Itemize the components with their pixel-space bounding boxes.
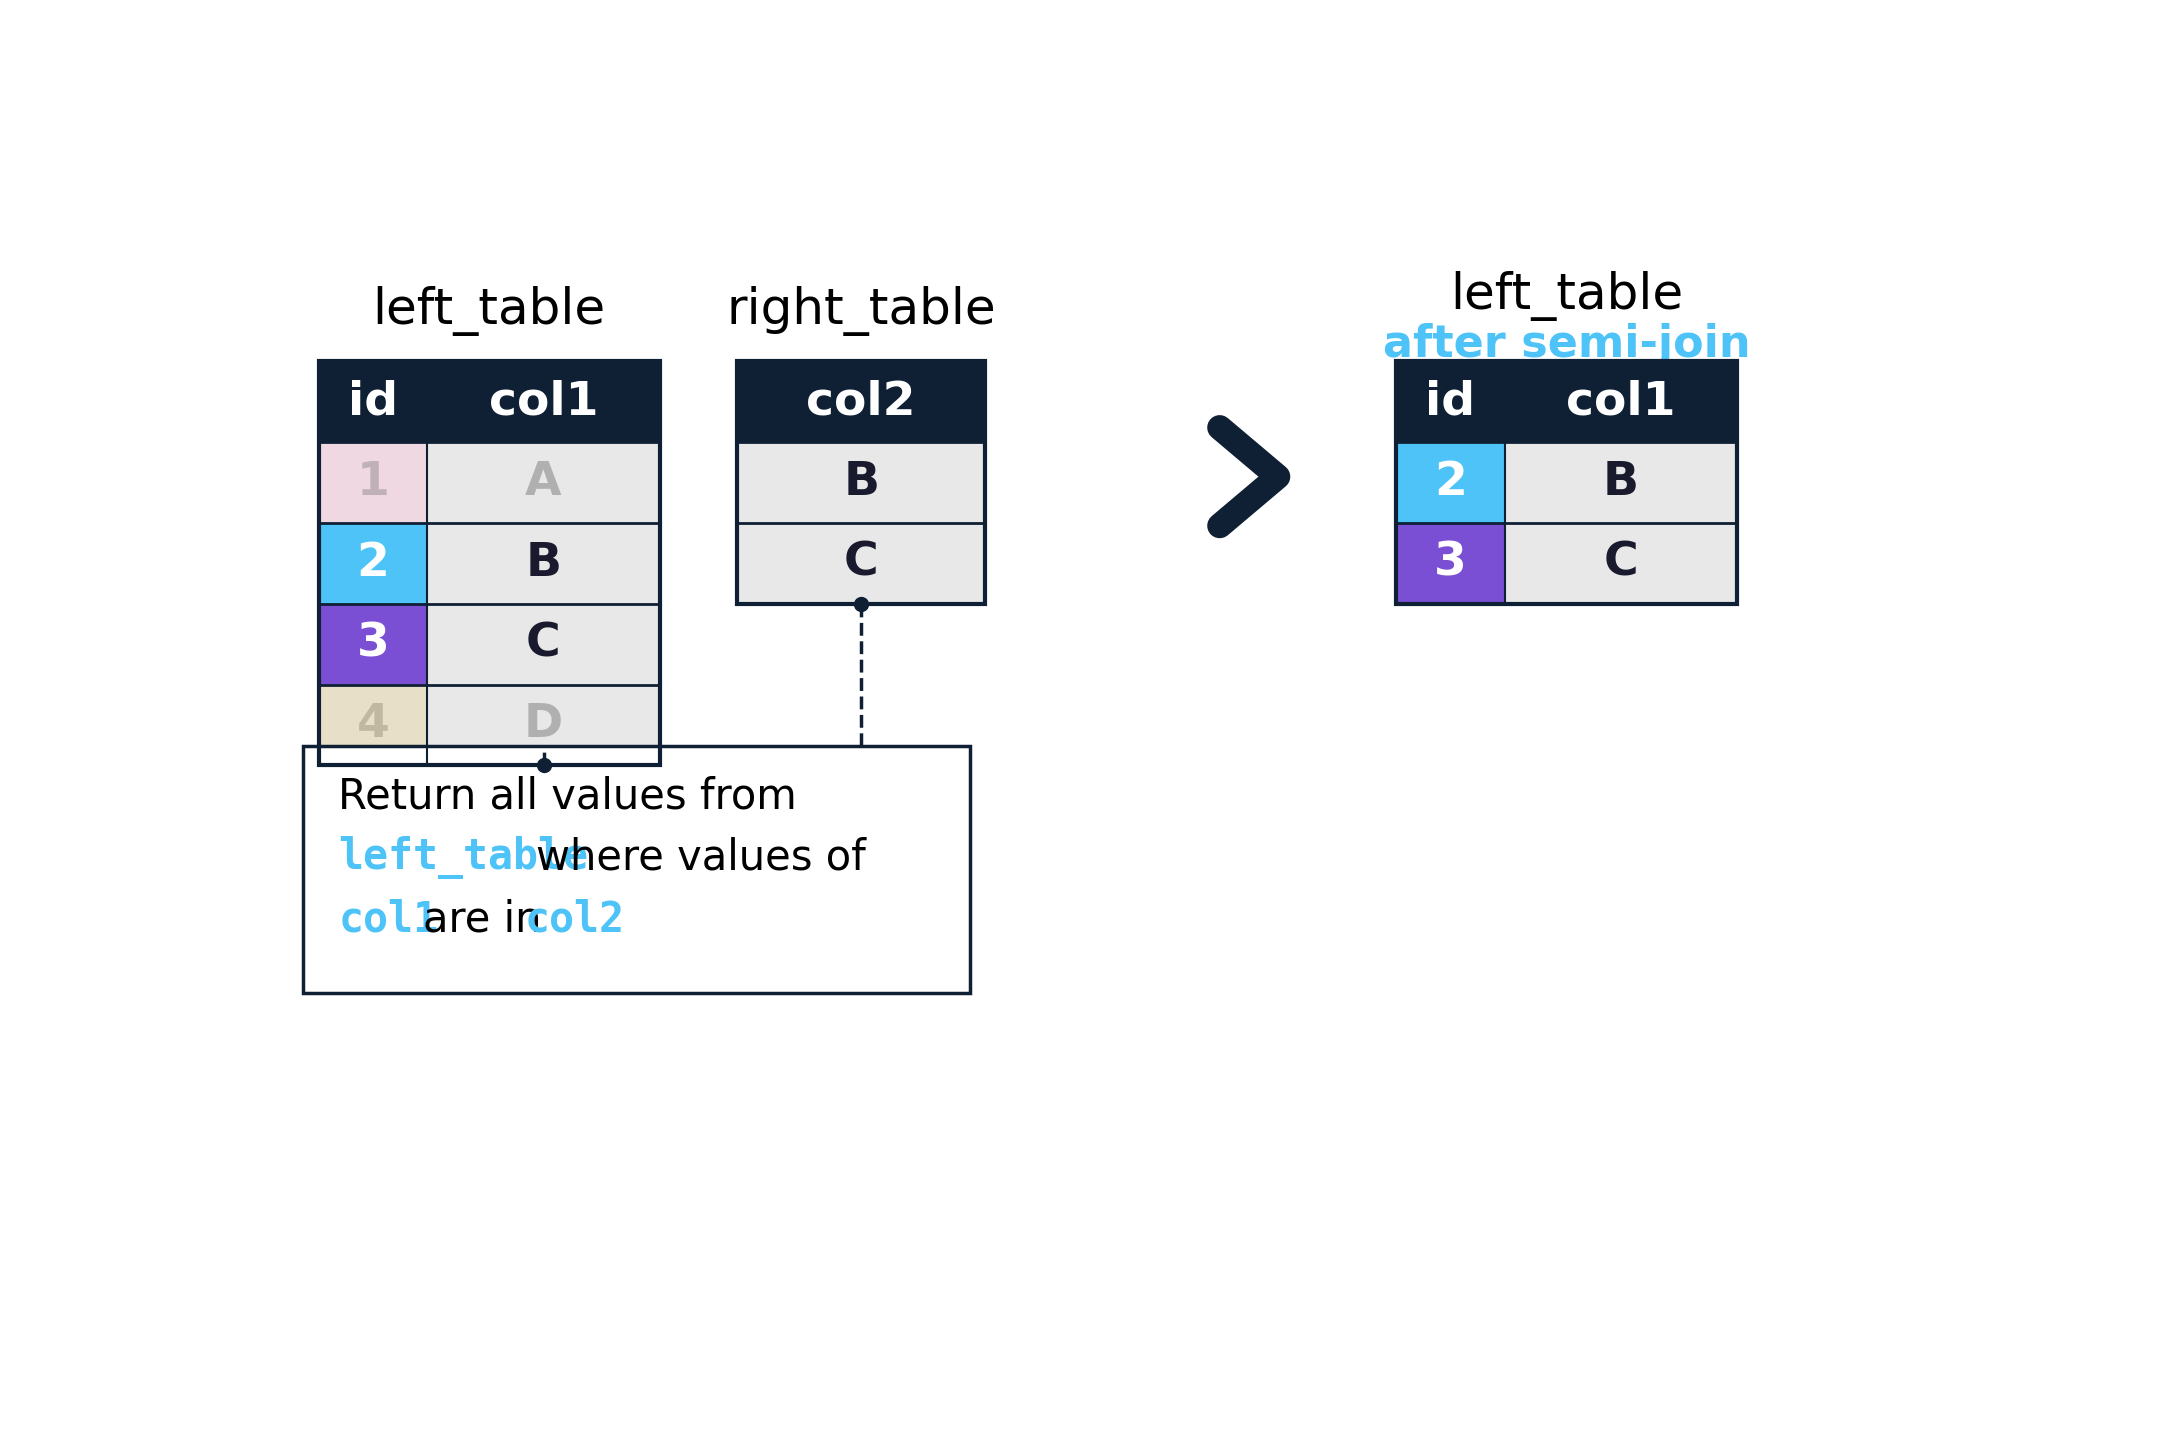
Bar (318, 684, 427, 765)
Bar (318, 604, 427, 684)
Text: left_table: left_table (338, 836, 588, 879)
Bar (427, 442, 660, 523)
Bar (303, 747, 969, 992)
Bar (1396, 361, 1505, 442)
Bar (736, 442, 984, 523)
Text: id: id (348, 380, 399, 425)
Text: 3: 3 (1433, 542, 1466, 586)
Text: 3: 3 (357, 621, 390, 667)
Text: 2: 2 (357, 542, 390, 586)
Text: 4: 4 (357, 702, 390, 748)
Text: right_table: right_table (727, 286, 995, 336)
Text: left_table: left_table (1451, 270, 1684, 321)
Bar (427, 684, 660, 765)
Text: B: B (1603, 461, 1638, 505)
Text: 1: 1 (357, 461, 390, 505)
Bar (1505, 361, 1738, 442)
Bar (427, 604, 660, 684)
Text: id: id (1424, 380, 1475, 425)
Text: left_table: left_table (372, 286, 605, 336)
Text: after semi-join: after semi-join (1383, 322, 1751, 365)
Bar (318, 442, 427, 523)
Text: C: C (527, 621, 562, 667)
Text: 2: 2 (1433, 461, 1466, 505)
Text: col1: col1 (488, 380, 599, 425)
Text: col1: col1 (1566, 380, 1675, 425)
Bar (318, 523, 427, 604)
Text: col2: col2 (525, 898, 625, 940)
Bar (427, 523, 660, 604)
Bar (1396, 442, 1505, 523)
Text: where values of: where values of (536, 838, 865, 879)
Bar (1505, 442, 1738, 523)
Text: B: B (843, 461, 880, 505)
Bar (736, 523, 984, 604)
Text: C: C (843, 542, 878, 586)
Bar (1396, 361, 1738, 604)
Bar (1396, 523, 1505, 604)
Bar (736, 361, 984, 604)
Text: col2: col2 (806, 380, 917, 425)
Text: B: B (525, 542, 562, 586)
Bar (427, 361, 660, 442)
Bar (736, 361, 984, 442)
Bar (318, 361, 427, 442)
Text: are in: are in (423, 898, 542, 940)
Text: Return all values from: Return all values from (338, 775, 797, 817)
Text: D: D (525, 702, 564, 748)
Text: A: A (525, 461, 562, 505)
Text: col1: col1 (338, 898, 438, 940)
Text: C: C (1603, 542, 1638, 586)
Bar (1505, 523, 1738, 604)
Bar (318, 361, 660, 765)
